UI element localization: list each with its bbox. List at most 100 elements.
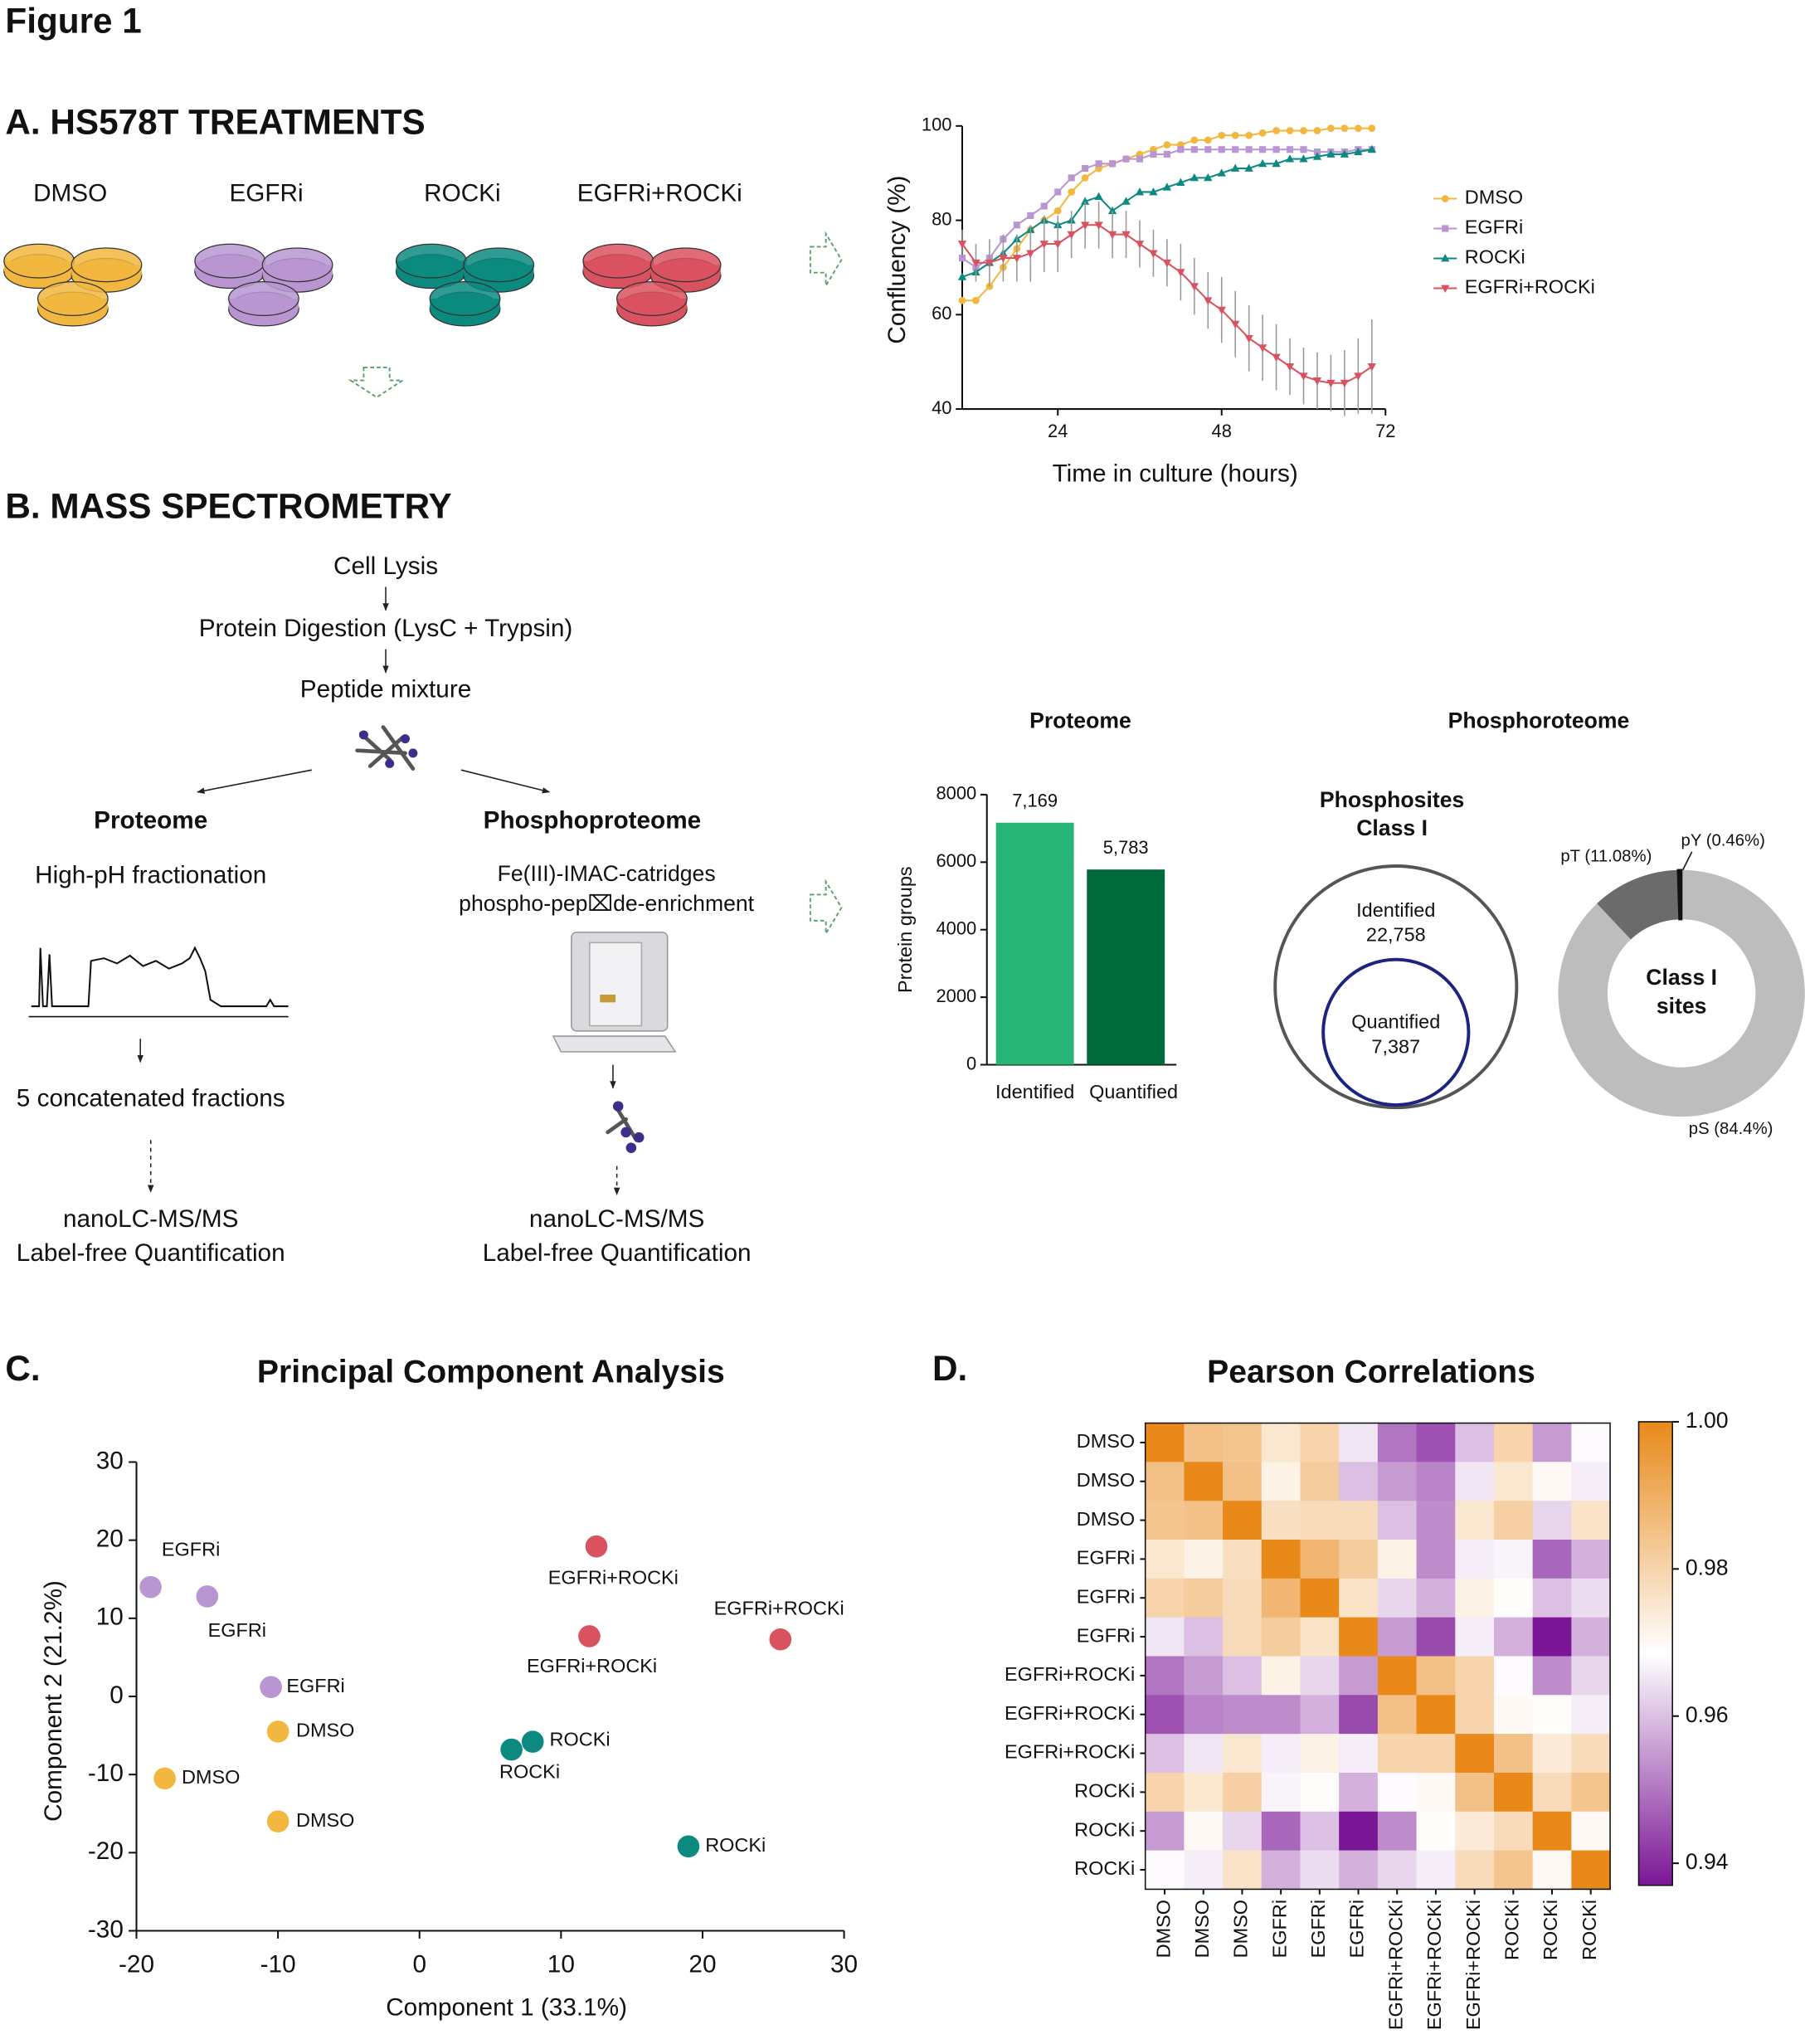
- heatmap-cell: [1261, 1617, 1301, 1657]
- phosphopeptide-icon: [606, 1101, 645, 1153]
- point: [1259, 146, 1267, 153]
- point-label: DMSO: [182, 1766, 240, 1788]
- legend-symbol: [1441, 285, 1450, 293]
- venn-label: Quantified: [1351, 1011, 1440, 1033]
- point: [196, 1585, 219, 1608]
- heatmap-cell: [1300, 1656, 1340, 1696]
- treatment-label: DMSO: [33, 180, 107, 207]
- point: [260, 1676, 282, 1698]
- heatmap-cell: [1416, 1656, 1456, 1696]
- heatmap-cell: [1300, 1617, 1340, 1657]
- heatmap-cell: [1339, 1617, 1379, 1657]
- heatmap-cell: [1377, 1423, 1418, 1462]
- petri-dish: [228, 281, 299, 327]
- heatmap-cell: [1493, 1850, 1534, 1891]
- venn-value: 7,387: [1371, 1035, 1420, 1057]
- row-label: DMSO: [1077, 1508, 1135, 1530]
- point: [1082, 164, 1089, 173]
- point: [585, 1535, 608, 1558]
- heatmap-cell: [1532, 1423, 1572, 1462]
- point: [999, 255, 1008, 263]
- y-axis-label: Confluency (%): [883, 175, 911, 343]
- heatmap-cell: [1571, 1617, 1611, 1657]
- panel-d-letter: D.: [932, 1349, 967, 1388]
- instrument-icon: [552, 932, 677, 1053]
- point-label: EGFRi: [286, 1675, 344, 1696]
- point: [1190, 146, 1198, 153]
- heatmap-cell: [1532, 1734, 1572, 1774]
- legend-symbol: [1441, 254, 1450, 262]
- y-tick-label: -30: [88, 1915, 124, 1943]
- point: [1163, 150, 1170, 158]
- heatmap-cell: [1571, 1850, 1611, 1891]
- point-label: EGFRi: [162, 1539, 220, 1560]
- point: [1272, 127, 1280, 134]
- point: [1012, 255, 1022, 263]
- heatmap-cell: [1300, 1462, 1340, 1501]
- point: [1272, 353, 1281, 362]
- heatmap-cell: [1300, 1501, 1340, 1540]
- legend-marker: [1442, 225, 1449, 232]
- icon-part: [612, 1101, 624, 1112]
- slice-label: pS (84.4%): [1689, 1120, 1773, 1138]
- heatmap-cell: [1532, 1656, 1572, 1696]
- col-label: DMSO: [1152, 1900, 1174, 1958]
- point: [1135, 187, 1145, 196]
- point: [1312, 152, 1322, 160]
- branch-step: nanoLC-MS/MS: [63, 1205, 238, 1233]
- heatmap-cell: [1532, 1850, 1572, 1891]
- col-label: DMSO: [1191, 1900, 1213, 1958]
- legend-label: DMSO: [1465, 187, 1523, 208]
- treatment-label: EGFRi+ROCKi: [577, 180, 742, 207]
- col-label: EGFRi+ROCKi: [1423, 1900, 1445, 2030]
- dish-top: [429, 281, 501, 316]
- heatmap-cell: [1493, 1501, 1534, 1540]
- slice-label: pY (0.46%): [1681, 832, 1765, 850]
- point: [153, 1767, 176, 1790]
- donut-center-label: sites: [1657, 994, 1707, 1019]
- point: [1095, 160, 1102, 168]
- heatmap-cell: [1145, 1501, 1185, 1540]
- heatmap-cell: [1532, 1811, 1572, 1852]
- heatmap-cell: [1300, 1423, 1340, 1462]
- heatmap-cell: [1145, 1656, 1185, 1696]
- heatmap-cell: [1339, 1578, 1379, 1618]
- point: [1244, 334, 1253, 343]
- point: [1258, 158, 1267, 168]
- point: [1368, 124, 1376, 133]
- branch-title: Proteome: [94, 807, 207, 835]
- point: [1313, 127, 1321, 134]
- row-label: EGFRi: [1077, 1624, 1135, 1646]
- heatmap-cell: [1532, 1578, 1572, 1618]
- heatmap-cell: [1455, 1578, 1495, 1618]
- branch-step: 5 concatenated fractions: [17, 1085, 285, 1112]
- heatmap-cell: [1571, 1501, 1611, 1540]
- point: [1272, 158, 1281, 168]
- icon-part: [588, 942, 643, 1027]
- icon-part: [620, 1127, 631, 1138]
- point: [139, 1575, 162, 1599]
- x-tick-label: Quantified: [1089, 1081, 1178, 1102]
- x-tick-label: 48: [1212, 421, 1232, 441]
- row-label: ROCKi: [1074, 1818, 1135, 1840]
- point: [1068, 188, 1076, 196]
- dish-top: [395, 243, 467, 279]
- point: [1190, 136, 1199, 144]
- heatmap-cell: [1571, 1695, 1611, 1735]
- point: [1204, 146, 1212, 153]
- heatmap-cell: [1300, 1811, 1340, 1852]
- point: [1354, 372, 1363, 381]
- panel-b-title: B. MASS SPECTROMETRY: [5, 487, 451, 526]
- branch-step: Label-free Quantification: [483, 1239, 752, 1267]
- point: [957, 241, 967, 249]
- point: [1108, 160, 1117, 168]
- heatmap-cell: [1261, 1734, 1301, 1774]
- heatmap-cell: [1300, 1850, 1340, 1891]
- flow-arrow: [809, 231, 843, 289]
- row-label: DMSO: [1077, 1469, 1135, 1491]
- legend-label: EGFRi: [1465, 217, 1523, 238]
- heatmap-cell: [1493, 1811, 1534, 1852]
- icon-part: [600, 994, 616, 1003]
- heatmap-cell: [1493, 1462, 1534, 1501]
